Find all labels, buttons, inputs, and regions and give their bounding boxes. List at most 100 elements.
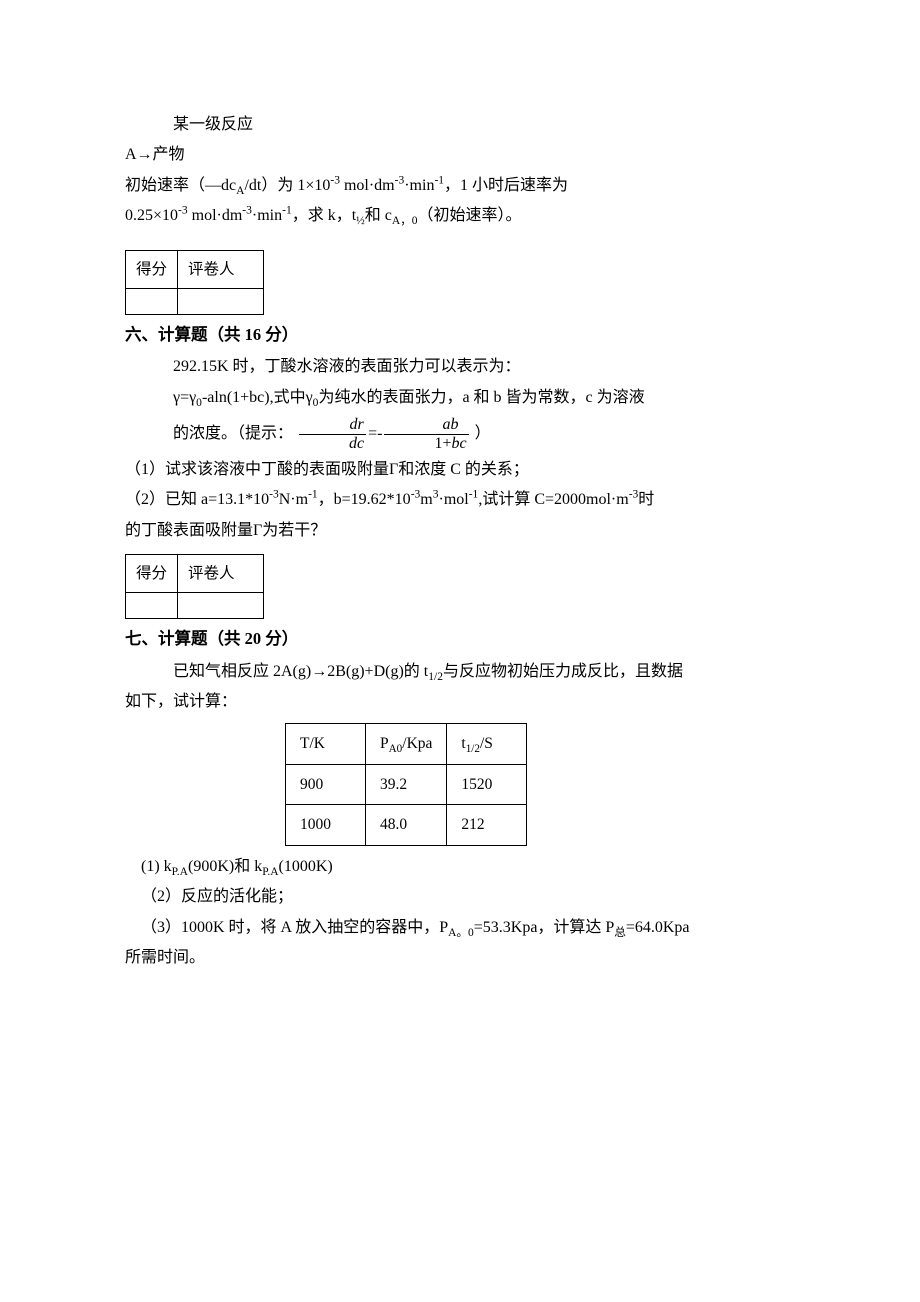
text: =64.0Kpa xyxy=(626,919,690,936)
q5-line3: 初始速率（—dcA/dt）为 1×10-3 mol·dm-3·min-1，1 小… xyxy=(125,171,800,201)
table-header: t1/2/S xyxy=(447,724,527,764)
table-cell: 1000 xyxy=(286,805,366,845)
q6-p2: γ=γ0-aln(1+bc),式中γ0为纯水的表面张力，a 和 b 皆为常数，c… xyxy=(125,383,800,413)
text: 和 c xyxy=(365,207,392,224)
table-cell: 900 xyxy=(286,764,366,804)
score-box-q7: 得分 评卷人 xyxy=(125,554,264,619)
text: m xyxy=(420,491,432,508)
text: mol·dm xyxy=(340,177,395,194)
grader-cell xyxy=(178,593,264,619)
sup: -3 xyxy=(395,174,405,186)
q7-item2: （2）反应的活化能； xyxy=(125,882,800,912)
sub: 总 xyxy=(614,927,626,939)
score-label: 得分 xyxy=(126,250,178,288)
table-cell: 48.0 xyxy=(366,805,447,845)
q7-item1: (1) kP.A(900K)和 kP.A(1000K) xyxy=(125,852,800,882)
text: 1+ xyxy=(434,435,451,452)
q6-p3: 的浓度。（提示： dr dc =- ab 1+bc ） xyxy=(125,413,800,455)
q6-p1: 292.15K 时，丁酸水溶液的表面张力可以表示为： xyxy=(125,352,800,382)
fraction-ab: ab 1+bc xyxy=(384,416,468,454)
sub: A，0 xyxy=(392,215,418,227)
sub: P.A xyxy=(262,866,278,878)
sub: 1/2 xyxy=(428,671,443,683)
sup: -3 xyxy=(269,489,279,501)
sup: -3 xyxy=(411,489,421,501)
q5-line1: 某一级反应 xyxy=(125,110,800,140)
text: -aln(1+bc),式中γ xyxy=(202,389,313,406)
q6-item1: （1）试求该溶液中丁酸的表面吸附量Γ和浓度 C 的关系； xyxy=(125,455,800,485)
text: 与反应物初始压力成反比，且数据 xyxy=(443,663,683,680)
text: ，1 小时后速率为 xyxy=(444,177,568,194)
text: （初始速率）。 xyxy=(418,207,522,224)
page-content: 某一级反应 A→产物 初始速率（—dcA/dt）为 1×10-3 mol·dm-… xyxy=(0,0,920,1083)
score-label: 得分 xyxy=(126,554,178,592)
table-cell: 1520 xyxy=(447,764,527,804)
text: /S xyxy=(480,735,493,752)
text: 已知气相反应 2A(g)→2B(g)+D(g)的 t xyxy=(173,663,428,680)
sup: -1 xyxy=(308,489,318,501)
text: ·min xyxy=(404,177,434,194)
text: /Kpa xyxy=(402,735,432,752)
sub: ½ xyxy=(356,215,365,227)
sup: -1 xyxy=(282,205,292,217)
text: 时 xyxy=(638,491,654,508)
fraction-dr-dc: dr dc xyxy=(299,416,366,454)
sup: -3 xyxy=(629,489,639,501)
sub: P.A xyxy=(172,866,188,878)
q6-title: 六、计算题（共 16 分） xyxy=(125,319,800,350)
table-header: PA0/Kpa xyxy=(366,724,447,764)
text: ） xyxy=(475,425,491,442)
text: (1) k xyxy=(141,858,172,875)
text: 0.25×10 xyxy=(125,207,178,224)
score-cell xyxy=(126,593,178,619)
score-box-q6: 得分 评卷人 xyxy=(125,250,264,315)
q7-p2: 如下，试计算： xyxy=(125,687,800,717)
text: mol·dm xyxy=(188,207,243,224)
eq: = xyxy=(368,425,377,442)
text: ,试计算 C=2000mol·m xyxy=(478,491,628,508)
text: ，求 k，t xyxy=(292,207,356,224)
frac-num: ab xyxy=(384,416,468,435)
sub: A。0 xyxy=(448,927,474,939)
table-row: 900 39.2 1520 xyxy=(286,764,527,804)
q7-data-table: T/K PA0/Kpa t1/2/S 900 39.2 1520 1000 48… xyxy=(285,723,527,845)
q7-title: 七、计算题（共 20 分） xyxy=(125,623,800,654)
text: ·mol xyxy=(439,491,469,508)
q7-item3: （3）1000K 时，将 A 放入抽空的容器中，PA。0=53.3Kpa，计算达… xyxy=(125,913,800,943)
table-row: 1000 48.0 212 xyxy=(286,805,527,845)
text: P xyxy=(380,735,389,752)
table-header: T/K xyxy=(286,724,366,764)
table-cell: 39.2 xyxy=(366,764,447,804)
q5-line4: 0.25×10-3 mol·dm-3·min-1，求 k，t½和 cA，0（初始… xyxy=(125,201,800,231)
text: (1000K) xyxy=(279,858,333,875)
frac-den: 1+bc xyxy=(384,435,468,453)
text: 的浓度。（提示： xyxy=(173,425,293,442)
text: (900K)和 k xyxy=(188,858,262,875)
text: 为纯水的表面张力，a 和 b 皆为常数，c 为溶液 xyxy=(318,389,644,406)
q5-line2: A→产物 xyxy=(125,140,800,170)
text: ·min xyxy=(252,207,282,224)
q6-item3: 的丁酸表面吸附量Γ为若干？ xyxy=(125,516,800,546)
sup: -1 xyxy=(434,174,444,186)
text: 初始速率（—dc xyxy=(125,177,236,194)
q7-item4: 所需时间。 xyxy=(125,943,800,973)
text: （3）1000K 时，将 A 放入抽空的容器中，P xyxy=(141,919,448,936)
text: bc xyxy=(452,435,467,452)
q7-p1: 已知气相反应 2A(g)→2B(g)+D(g)的 t1/2与反应物初始压力成反比… xyxy=(125,657,800,687)
frac-den: dc xyxy=(299,435,366,453)
text: γ=γ xyxy=(173,389,196,406)
grader-cell xyxy=(178,289,264,315)
q6-item2: （2）已知 a=13.1*10-3N·m-1，b=19.62*10-3m3·mo… xyxy=(125,485,800,515)
sub: A0 xyxy=(389,744,403,756)
sub: 1/2 xyxy=(466,744,480,756)
text: ，b=19.62*10 xyxy=(318,491,411,508)
sup: -3 xyxy=(242,205,252,217)
text: =53.3Kpa，计算达 P xyxy=(474,919,615,936)
grader-label: 评卷人 xyxy=(178,554,264,592)
text: （2）已知 a=13.1*10 xyxy=(125,491,269,508)
table-cell: 212 xyxy=(447,805,527,845)
grader-label: 评卷人 xyxy=(178,250,264,288)
sup: -1 xyxy=(469,489,479,501)
sup: -3 xyxy=(178,205,188,217)
text: /dt）为 1×10 xyxy=(244,177,330,194)
